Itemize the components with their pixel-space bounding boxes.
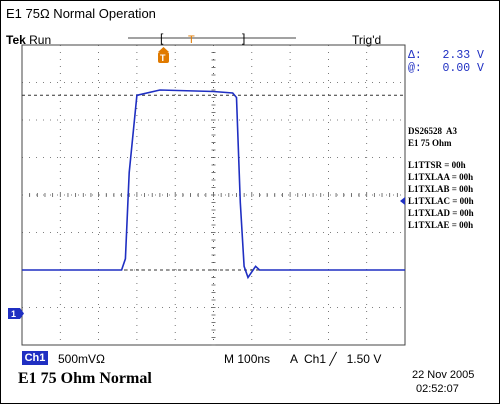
vertical-scale[interactable]: 500mVΩ bbox=[58, 352, 105, 366]
register-line: L1TTSR = 00h bbox=[408, 160, 466, 170]
waveform-trace bbox=[22, 89, 405, 280]
at-label: @: bbox=[408, 62, 422, 75]
record-trigger-icon: T bbox=[188, 34, 195, 46]
register-line: L1TXLAA = 00h bbox=[408, 172, 474, 182]
time: 02:52:07 bbox=[416, 383, 459, 395]
trigger-settings[interactable]: A Ch1 ╱ 1.50 V bbox=[290, 352, 381, 366]
cursor-at-readout: @: 0.00 V bbox=[408, 62, 484, 75]
scale-value: 500mV bbox=[58, 352, 97, 366]
device-label: DS26528 A3 bbox=[408, 126, 458, 136]
timebase[interactable]: M 100ns bbox=[224, 352, 270, 366]
graticule-grid bbox=[21, 44, 406, 346]
cursor-delta-readout: Δ: 2.33 V bbox=[408, 49, 484, 62]
delta-label: Δ: bbox=[408, 49, 422, 62]
run-status: Tek Run bbox=[6, 33, 51, 47]
rising-edge-icon: ╱ bbox=[329, 352, 337, 366]
register-line: L1TXLAB = 00h bbox=[408, 184, 474, 194]
svg-text:T: T bbox=[160, 53, 166, 63]
trigger-level: 1.50 V bbox=[346, 352, 382, 366]
trigger-level-marker bbox=[400, 197, 405, 205]
delta-value: 2.33 V bbox=[442, 49, 484, 62]
svg-text:1: 1 bbox=[11, 309, 16, 319]
record-bracket-right: ] bbox=[242, 31, 245, 45]
window-title: E1 75Ω Normal Operation bbox=[6, 6, 156, 21]
acquisition-mode: Run bbox=[29, 33, 52, 47]
mode-label: E1 75 Ohm bbox=[408, 138, 452, 148]
timebase-prefix: M bbox=[224, 352, 234, 366]
brand-label: Tek bbox=[6, 33, 26, 47]
impedance-icon: Ω bbox=[96, 352, 106, 366]
timestamp: 22 Nov 2005 02:52:07 bbox=[412, 368, 474, 396]
channel-1-button[interactable]: Ch1 bbox=[22, 351, 48, 365]
register-line: L1TXLAD = 00h bbox=[408, 208, 474, 218]
trigger-prefix: A bbox=[290, 352, 298, 366]
date: 22 Nov 2005 bbox=[412, 369, 475, 381]
at-value: 0.00 V bbox=[442, 62, 484, 75]
record-bracket-left: [ bbox=[160, 31, 164, 45]
channel-1-ground-marker[interactable]: 1 bbox=[8, 308, 24, 319]
register-line: L1TXLAE = 00h bbox=[408, 220, 474, 230]
trigger-state: Trig'd bbox=[352, 33, 382, 47]
trigger-channel: Ch1 bbox=[304, 352, 327, 366]
timebase-value: 100ns bbox=[237, 352, 271, 366]
caption: E1 75 Ohm Normal bbox=[18, 370, 152, 387]
trigger-position-icon[interactable]: T bbox=[158, 47, 169, 63]
register-line: L1TXLAC = 00h bbox=[408, 196, 474, 206]
